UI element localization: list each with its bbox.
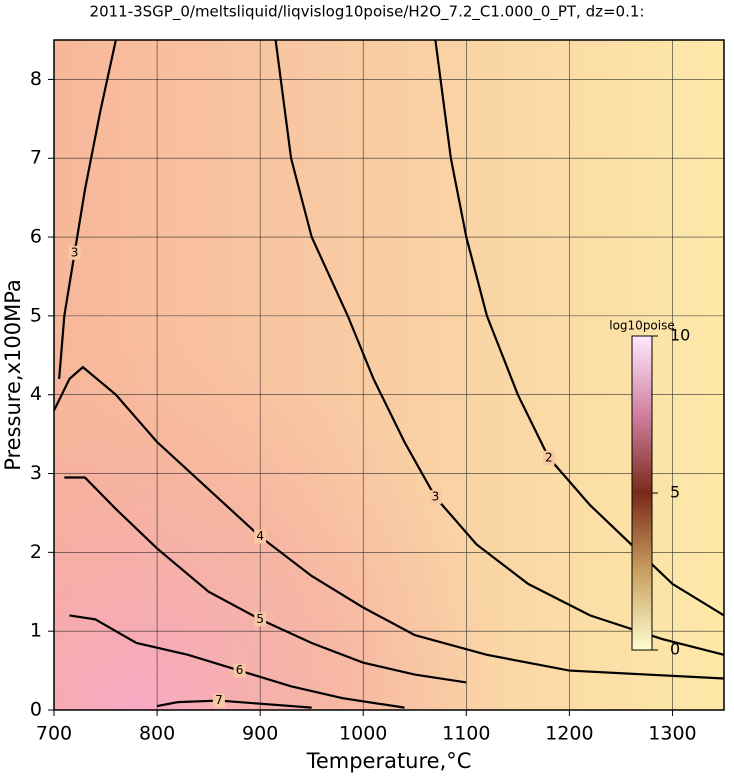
y-tick-label: 8	[30, 68, 42, 90]
y-tick-label: 0	[30, 699, 42, 721]
contour-line	[64, 476, 467, 684]
y-tick-label: 5	[30, 304, 42, 326]
colorbar-tick-label: 5	[670, 483, 680, 502]
contour-line	[274, 39, 725, 656]
colorbar-label: log10poise	[609, 319, 675, 333]
contour-line	[58, 39, 117, 380]
x-axis-label: Temperature,°C	[306, 749, 472, 773]
contour-label: 6	[236, 663, 244, 677]
contour-label-bg	[254, 612, 267, 627]
contour-label: 3	[432, 490, 440, 504]
x-tick-label: 800	[139, 723, 175, 745]
x-tick-label: 1200	[545, 723, 593, 745]
x-tick-label: 900	[242, 723, 278, 745]
contour-label-bg	[542, 450, 555, 465]
contour-label: 7	[215, 693, 223, 707]
contour-label-bg	[429, 490, 442, 505]
y-tick-label: 7	[30, 147, 42, 169]
x-tick-label: 1300	[648, 723, 696, 745]
colorbar-tick-label: 10	[670, 326, 690, 345]
y-tick-label: 1	[30, 620, 42, 642]
contour-label: 2	[545, 450, 553, 464]
x-tick-label: 700	[36, 723, 72, 745]
colorbar-tick-label: 0	[670, 640, 680, 659]
contour-label: 5	[256, 612, 264, 626]
y-tick-label: 4	[30, 383, 42, 405]
plot-shading	[54, 40, 724, 710]
contour-label-bg	[233, 663, 246, 678]
chart-title: 2011-3SGP_0/meltsliquid/liqvislog10poise…	[90, 3, 645, 22]
contour-label: 3	[71, 245, 79, 259]
plot-frame	[53, 39, 725, 711]
contour-label-bg	[212, 693, 225, 708]
contour-label-bg	[68, 245, 81, 260]
y-tick-label: 2	[30, 541, 42, 563]
y-tick-label: 3	[30, 462, 42, 484]
y-axis-label: Pressure,x100MPa	[1, 279, 25, 471]
colorbar	[631, 335, 653, 651]
x-tick-label: 1000	[339, 723, 387, 745]
contour-label: 4	[256, 529, 264, 543]
y-tick-label: 6	[30, 226, 42, 248]
contour-label-bg	[254, 529, 267, 544]
contour-line	[69, 614, 405, 709]
x-tick-label: 1100	[442, 723, 490, 745]
